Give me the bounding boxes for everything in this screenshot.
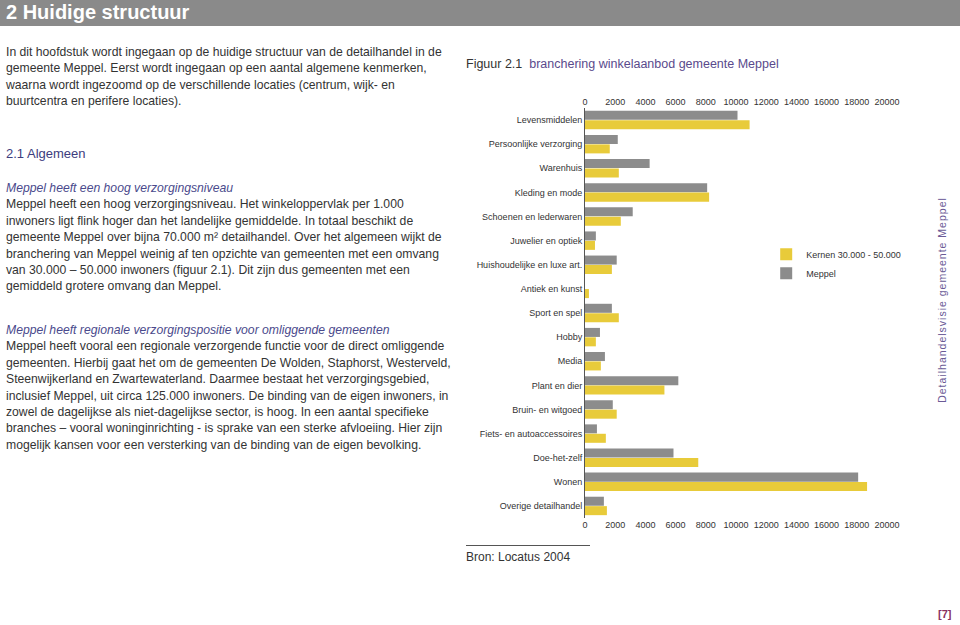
svg-text:Levensmiddelen: Levensmiddelen	[517, 115, 583, 125]
svg-text:Plant en dier: Plant en dier	[532, 381, 583, 391]
html-text:2.1 Algemeen: 2.1 Algemeen	[6, 146, 86, 161]
svg-text:8000: 8000	[696, 520, 716, 530]
svg-text:16000: 16000	[814, 520, 839, 530]
svg-text:16000: 16000	[814, 97, 839, 107]
svg-text:Huishoudelijke en luxe art.: Huishoudelijke en luxe art.	[477, 260, 583, 270]
svg-text:6000: 6000	[666, 520, 686, 530]
svg-text:Fiets- en autoaccessoires: Fiets- en autoaccessoires	[480, 429, 583, 439]
html-text:Bron: Locatus 2004: Bron: Locatus 2004	[466, 550, 571, 564]
svg-text:20000: 20000	[874, 97, 899, 107]
svg-text:Juwelier en optiek: Juwelier en optiek	[510, 236, 583, 246]
svg-text:10000: 10000	[723, 520, 748, 530]
html-text:2 Huidige structuur: 2 Huidige structuur	[6, 1, 190, 23]
svg-text:Antiek en kunst: Antiek en kunst	[521, 284, 583, 294]
html-text:branchering winkelaanbod gemee: branchering winkelaanbod gemeente Meppel	[529, 57, 779, 71]
svg-text:4000: 4000	[635, 97, 655, 107]
svg-text:20000: 20000	[874, 520, 899, 530]
svg-text:14000: 14000	[784, 97, 809, 107]
svg-text:Wonen: Wonen	[554, 477, 582, 487]
svg-text:Overige detailhandel: Overige detailhandel	[500, 501, 583, 511]
svg-text:12000: 12000	[754, 520, 779, 530]
svg-text:4000: 4000	[635, 520, 655, 530]
html-text:Meppel heeft een hoog verzorgi: Meppel heeft een hoog verzorgingsniveau	[6, 181, 233, 195]
html-text:Meppel heeft vooral een region: Meppel heeft vooral een regionale verzor…	[6, 339, 451, 452]
svg-text:8000: 8000	[696, 97, 716, 107]
svg-text:Media: Media	[558, 356, 583, 366]
svg-text:2000: 2000	[605, 97, 625, 107]
html-text:Figuur 2.1: Figuur 2.1	[466, 57, 523, 71]
svg-text:18000: 18000	[844, 520, 869, 530]
svg-text:Warenhuis: Warenhuis	[540, 163, 583, 173]
svg-text:Kernen 30.000 - 50.000: Kernen 30.000 - 50.000	[806, 250, 901, 260]
svg-text:0: 0	[582, 97, 587, 107]
svg-text:Hobby: Hobby	[556, 332, 583, 342]
svg-text:Kleding en mode: Kleding en mode	[515, 188, 583, 198]
html-text:Detailhandelsvisie gemeente Me: Detailhandelsvisie gemeente Meppel	[936, 197, 948, 403]
svg-text:Schoenen en lederwaren: Schoenen en lederwaren	[482, 212, 582, 222]
svg-text:18000: 18000	[844, 97, 869, 107]
svg-text:2000: 2000	[605, 520, 625, 530]
svg-text:Bruin- en witgoed: Bruin- en witgoed	[512, 405, 582, 415]
svg-text:14000: 14000	[784, 520, 809, 530]
svg-text:6000: 6000	[666, 97, 686, 107]
svg-text:Doe-het-zelf: Doe-het-zelf	[533, 453, 583, 463]
svg-text:0: 0	[582, 520, 587, 530]
svg-text:Sport en spel: Sport en spel	[529, 308, 582, 318]
svg-text:12000: 12000	[754, 97, 779, 107]
html-text:In dit hoofdstuk wordt ingegaa: In dit hoofdstuk wordt ingegaan op de hu…	[6, 45, 442, 109]
svg-text:10000: 10000	[723, 97, 748, 107]
html-text:[7]: [7]	[938, 608, 952, 620]
html-text:Meppel heeft een hoog verzorgi: Meppel heeft een hoog verzorgingsniveau.…	[6, 197, 442, 294]
svg-text:Persoonlijke verzorging: Persoonlijke verzorging	[489, 139, 583, 149]
html-text:Meppel heeft regionale verzorg: Meppel heeft regionale verzorgingspositi…	[6, 323, 390, 337]
svg-text:Meppel: Meppel	[806, 269, 836, 279]
